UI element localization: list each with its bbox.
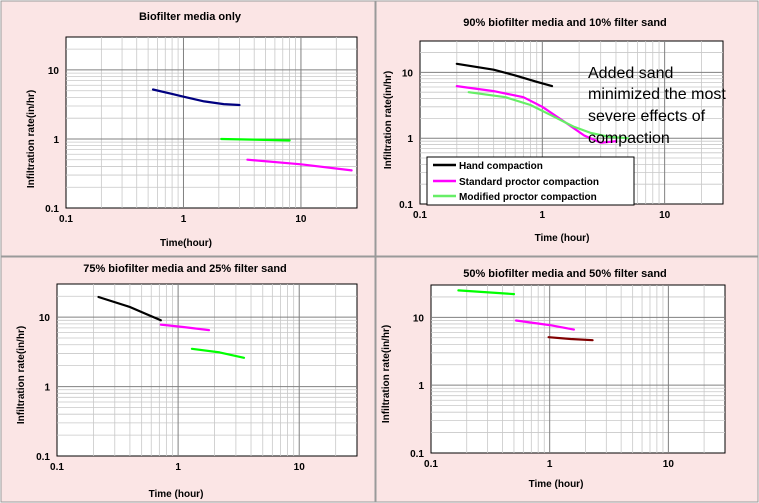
series-line-3 [467, 91, 629, 140]
series-line-2 [455, 84, 618, 144]
series-line-3 [547, 336, 594, 342]
chart-title: Biofilter media only [139, 11, 242, 23]
chart-panel-50-50: 50% biofilter media and 50% filter sand … [375, 256, 759, 503]
series-line-3 [190, 347, 246, 359]
y-tick-label: 0.1 [45, 204, 59, 215]
series-line-1 [455, 62, 554, 88]
y-tick-label: 0.1 [36, 452, 50, 463]
y-axis-label: Infiltration rate(in/hr) [381, 325, 392, 423]
y-axis-label: Infiltration rate(in/hr) [383, 71, 394, 169]
y-tick-label: 0.1 [410, 449, 424, 460]
series-line-2 [514, 319, 576, 331]
x-tick-label: 0.1 [424, 459, 438, 470]
chart-title: 50% biofilter media and 50% filter sand [463, 268, 667, 280]
series-line-1 [97, 295, 162, 322]
y-tick-label: 1 [407, 134, 413, 145]
x-tick-label: 0.1 [50, 462, 64, 473]
x-tick-label: 1 [547, 459, 553, 470]
plot-content: 0.1 1 10 0.1 1 10 [36, 284, 357, 473]
y-tick-label: 10 [39, 313, 51, 324]
annotation-line: compaction [588, 130, 670, 147]
series-line-1 [151, 88, 241, 107]
plot-area [65, 36, 358, 209]
y-tick-label: 1 [418, 381, 424, 392]
x-tick-label: 10 [294, 462, 306, 473]
chart-panel-biofilter-only: Biofilter media only Infiltration rate(i… [0, 0, 376, 257]
x-axis-label: Time (hour) [149, 489, 204, 500]
y-tick-label: 10 [402, 68, 414, 79]
x-tick-label: 10 [659, 210, 671, 221]
x-tick-label: 0.1 [59, 214, 73, 225]
x-tick-label: 0.1 [413, 210, 427, 221]
y-axis-label: Infiltration rate(in/hr) [16, 326, 27, 424]
y-axis-label: Infiltration rate(in/hr) [26, 90, 37, 188]
annotation: Added sand minimized the most severe eff… [588, 65, 726, 147]
x-axis-label: Time (hour) [529, 479, 584, 490]
plot-area [430, 284, 726, 454]
x-tick-label: 10 [663, 459, 675, 470]
x-axis-label: Time(hour) [160, 238, 212, 249]
plot-area [56, 283, 358, 457]
y-tick-label: 1 [53, 135, 59, 146]
x-axis-label: Time (hour) [535, 233, 590, 244]
series-line-2 [220, 137, 291, 142]
y-tick-label: 0.1 [399, 200, 413, 211]
x-tick-label: 10 [295, 214, 307, 225]
y-tick-label: 10 [48, 66, 60, 77]
annotation-line: severe effects of [588, 108, 706, 125]
series-line-2 [159, 323, 211, 332]
chart-title: 90% biofilter media and 10% filter sand [463, 17, 667, 29]
plot-content: 0.1 1 10 0.1 1 10 [410, 285, 725, 470]
series-line-3 [246, 158, 353, 172]
y-tick-label: 10 [413, 313, 425, 324]
legend-label-modified: Modified proctor compaction [459, 192, 597, 203]
plot-content: 0.1 1 10 0.1 1 10 [45, 37, 357, 225]
chart-panel-75-25: 75% biofilter media and 25% filter sand … [0, 256, 376, 503]
x-tick-label: 1 [540, 210, 546, 221]
x-tick-label: 1 [175, 462, 181, 473]
annotation-line: minimized the most [588, 86, 726, 103]
legend: Hand compaction Standard proctor compact… [426, 156, 635, 206]
legend-label-standard: Standard proctor compaction [459, 177, 599, 188]
x-tick-label: 1 [181, 214, 187, 225]
chart-title: 75% biofilter media and 25% filter sand [83, 263, 287, 275]
annotation-line: Added sand [588, 65, 673, 82]
y-tick-label: 1 [44, 383, 50, 394]
legend-label-hand: Hand compaction [459, 161, 543, 172]
series-line-1 [457, 289, 516, 296]
chart-panel-90-10: 90% biofilter media and 10% filter sand … [375, 0, 759, 257]
